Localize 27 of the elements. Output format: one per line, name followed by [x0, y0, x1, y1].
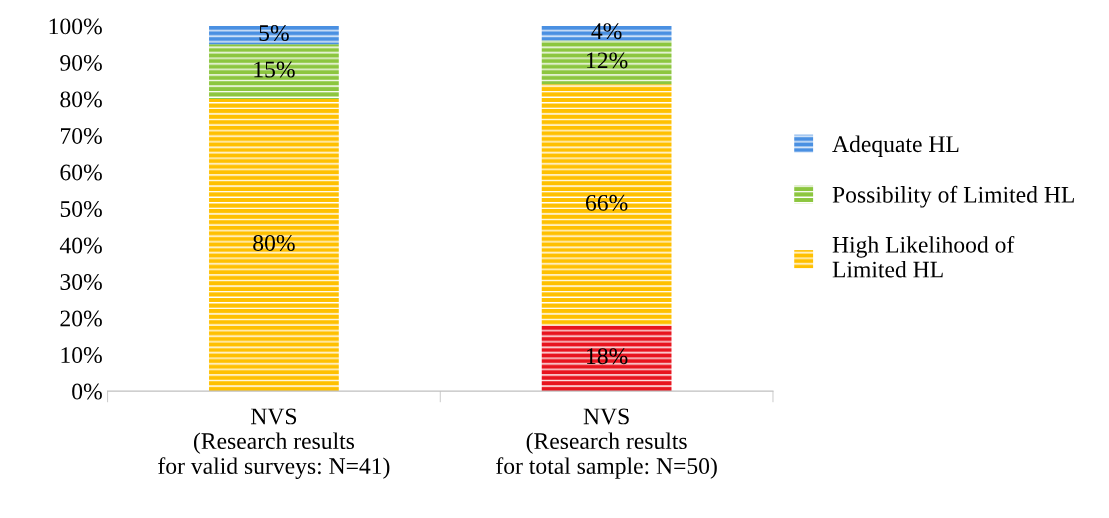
y-tick-label: 20%: [60, 310, 102, 327]
legend-label: Adequate HL: [832, 135, 959, 157]
data-label: 12%: [587, 52, 628, 69]
bar: [209, 44, 339, 99]
bar: [209, 25, 339, 45]
y-tick-label: 50%: [60, 200, 102, 217]
y-tick-label: 10%: [61, 347, 102, 364]
data-label: 18%: [587, 348, 628, 365]
data-label: 4%: [591, 23, 622, 40]
bar: [541, 40, 672, 85]
y-tick-label: 70%: [60, 127, 102, 144]
y-tick-label: 60%: [60, 164, 102, 181]
y-tick-label: 80%: [60, 91, 102, 108]
y-tick-label: 90%: [60, 54, 102, 71]
bar: [541, 84, 672, 326]
x-tick-label: NVS (Research results for valid surveys: N=41): [158, 408, 390, 479]
y-tick-label: 30%: [60, 274, 102, 291]
legend-label: High Likelihood of Limited HL: [832, 235, 1015, 278]
bar: [541, 325, 672, 392]
bar: [209, 98, 339, 392]
y-tick-label: 40%: [59, 237, 102, 254]
x-tick-label: NVS (Research results for total sample: N=50): [496, 408, 717, 479]
y-tick-label: 0%: [72, 383, 102, 400]
y-tick-label: 100%: [49, 18, 102, 35]
legend-label: Possibility of Limited HL: [832, 185, 1074, 208]
bar: [541, 25, 672, 41]
data-label: 5%: [259, 25, 289, 42]
